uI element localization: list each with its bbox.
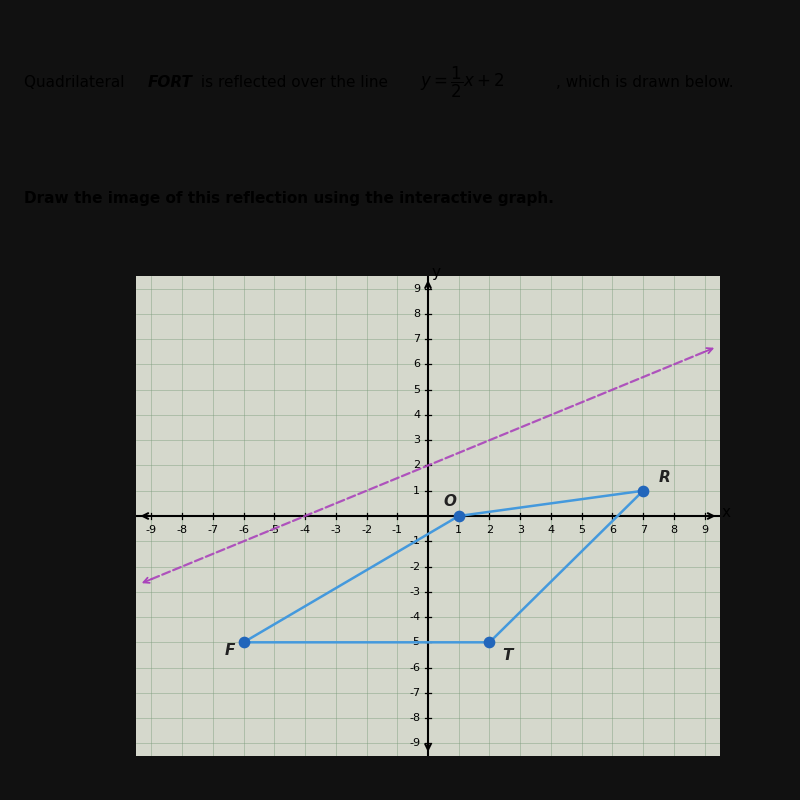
- Text: F: F: [225, 643, 235, 658]
- Text: 7: 7: [413, 334, 420, 344]
- Point: [237, 636, 250, 649]
- Text: 8: 8: [670, 525, 678, 535]
- Text: 3: 3: [517, 525, 524, 535]
- Text: 4: 4: [413, 410, 420, 420]
- Text: 3: 3: [414, 435, 420, 446]
- Text: T: T: [502, 648, 512, 663]
- Text: 9: 9: [701, 525, 708, 535]
- Text: 5: 5: [414, 385, 420, 394]
- Text: -6: -6: [410, 662, 420, 673]
- Point: [483, 636, 496, 649]
- Text: x: x: [722, 505, 730, 520]
- Text: Draw the image of this reflection using the interactive graph.: Draw the image of this reflection using …: [24, 191, 554, 206]
- Text: -6: -6: [238, 525, 249, 535]
- Text: 7: 7: [639, 525, 646, 535]
- Text: R: R: [658, 470, 670, 485]
- Text: Quadrilateral: Quadrilateral: [24, 75, 130, 90]
- Point: [452, 510, 465, 522]
- Text: 1: 1: [455, 525, 462, 535]
- Text: -7: -7: [207, 525, 218, 535]
- Point: [637, 484, 650, 497]
- Text: -5: -5: [269, 525, 280, 535]
- Text: -8: -8: [177, 525, 188, 535]
- Text: -4: -4: [409, 612, 420, 622]
- Text: -4: -4: [299, 525, 310, 535]
- Text: is reflected over the line: is reflected over the line: [196, 75, 393, 90]
- Text: 4: 4: [547, 525, 554, 535]
- Text: O: O: [443, 494, 456, 509]
- Text: -1: -1: [392, 525, 402, 535]
- Text: -8: -8: [409, 713, 420, 723]
- Text: -3: -3: [410, 586, 420, 597]
- Text: 6: 6: [414, 359, 420, 370]
- Text: -2: -2: [409, 562, 420, 571]
- Text: FORT: FORT: [148, 75, 193, 90]
- Text: 1: 1: [414, 486, 420, 496]
- Text: -2: -2: [361, 525, 372, 535]
- Text: 2: 2: [413, 461, 420, 470]
- Text: -9: -9: [409, 738, 420, 748]
- Text: -3: -3: [330, 525, 342, 535]
- Text: 9: 9: [413, 284, 420, 294]
- Text: -5: -5: [410, 638, 420, 647]
- Text: 8: 8: [413, 309, 420, 319]
- Text: -9: -9: [146, 525, 157, 535]
- Text: 6: 6: [609, 525, 616, 535]
- Text: -7: -7: [409, 688, 420, 698]
- Text: -1: -1: [410, 536, 420, 546]
- Text: , which is drawn below.: , which is drawn below.: [556, 75, 734, 90]
- Text: 2: 2: [486, 525, 493, 535]
- Text: $y = \dfrac{1}{2}x + 2$: $y = \dfrac{1}{2}x + 2$: [420, 65, 505, 101]
- Text: y: y: [431, 265, 440, 280]
- Text: 5: 5: [578, 525, 585, 535]
